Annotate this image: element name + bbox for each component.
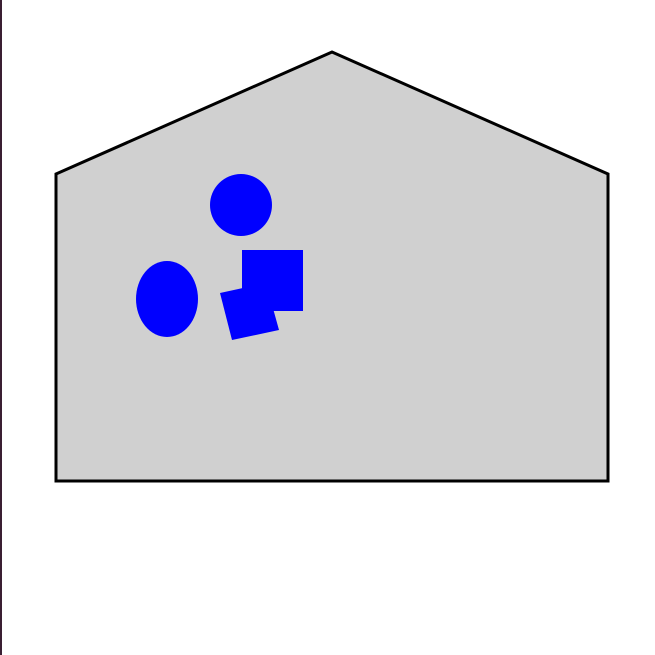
- blue-ellipse: [136, 261, 198, 337]
- blue-circle: [210, 174, 272, 236]
- blue-tilted-square: [220, 283, 279, 340]
- house-outline: [54, 50, 610, 483]
